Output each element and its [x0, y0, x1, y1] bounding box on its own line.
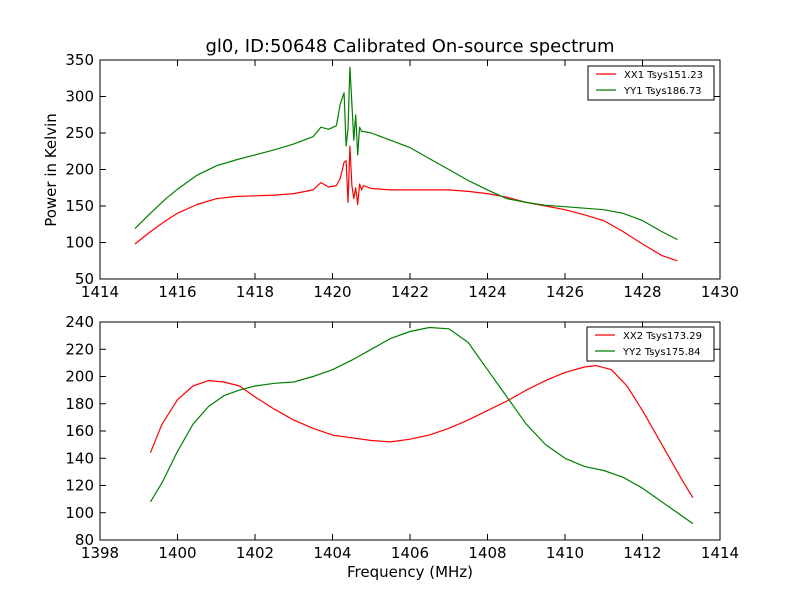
bottom-legend-label-2: YY2 Tsys175.84 — [622, 347, 701, 358]
bottom-x-tick-label: 1410 — [546, 544, 584, 562]
bottom-x-tick-label: 1402 — [236, 544, 274, 562]
top-series-line-1 — [134, 145, 678, 262]
bottom-y-tick-label: 180 — [65, 395, 94, 413]
top-legend-label-1: XX1 Tsys151.23 — [624, 70, 703, 81]
bottom-y-tick-label: 100 — [65, 504, 94, 522]
top-x-tick-label: 1426 — [546, 283, 584, 301]
bottom-y-tick-label: 80 — [75, 531, 94, 549]
bottom-y-tick-label: 120 — [65, 477, 94, 495]
top-x-tick-label: 1428 — [623, 283, 661, 301]
bottom-x-tick-label: 1398 — [81, 544, 119, 562]
bottom-y-tick-label: 200 — [65, 368, 94, 386]
bottom-x-tick-label: 1408 — [468, 544, 506, 562]
top-x-tick-label: 1414 — [81, 283, 119, 301]
top-y-tick-label: 150 — [65, 197, 94, 215]
top-legend-box — [587, 65, 715, 101]
top-x-tick-label: 1416 — [158, 283, 196, 301]
bottom-legend-label-1: XX2 Tsys173.29 — [623, 331, 702, 342]
bottom-x-tick-label: 1414 — [701, 544, 739, 562]
top-x-tick-label: 1420 — [313, 283, 351, 301]
bottom-y-tick-label: 160 — [65, 422, 94, 440]
bottom-y-tick-label: 240 — [65, 313, 94, 331]
top-y-tick-label: 50 — [75, 270, 94, 288]
bottom-x-tick-label: 1400 — [158, 544, 196, 562]
bottom-y-tick-label: 220 — [65, 340, 94, 358]
top-x-tick-label: 1418 — [236, 283, 274, 301]
top-y-tick-label: 300 — [65, 88, 94, 106]
top-legend: XX1 Tsys151.23 YY1 Tsys186.73 — [587, 65, 715, 101]
top-plot: 1414 1416 1418 1420 1422 1424 1426 1428 1430 50 10… — [65, 51, 739, 301]
top-x-tick-label: 1430 — [701, 283, 739, 301]
top-y-tick-label: 100 — [65, 234, 94, 252]
bottom-series-line-1 — [149, 365, 694, 499]
top-legend-label-2: YY1 Tsys186.73 — [623, 86, 702, 97]
top-series-group — [134, 66, 678, 262]
bottom-x-tick-label: 1406 — [391, 544, 429, 562]
top-y-tick-label: 350 — [65, 51, 94, 69]
bottom-x-axis-label: Frequency (MHz) — [347, 563, 473, 581]
bottom-series-group — [149, 326, 694, 525]
bottom-y-tick-label: 140 — [65, 449, 94, 467]
top-series-line-2 — [134, 66, 678, 241]
chart-title: gl0, ID:50648 Calibrated On-source spect… — [205, 36, 614, 57]
bottom-x-tick-label: 1404 — [313, 544, 351, 562]
bottom-legend-box — [586, 326, 715, 362]
top-y-tick-label: 250 — [65, 124, 94, 142]
top-x-tick-label: 1424 — [468, 283, 506, 301]
top-ticks: 1414 1416 1418 1420 1422 1424 1426 1428 1430 50 10… — [65, 51, 739, 301]
top-x-tick-label: 1422 — [391, 283, 429, 301]
bottom-legend: XX2 Tsys173.29 YY2 Tsys175.84 — [586, 326, 715, 362]
bottom-series-line-2 — [149, 326, 694, 525]
top-y-tick-label: 200 — [65, 161, 94, 179]
top-y-axis-label: Power in Kelvin — [42, 113, 60, 227]
bottom-plot: 1398 1400 1402 1404 1406 1408 1410 1412 1414 80 10… — [65, 313, 739, 562]
bottom-x-tick-label: 1412 — [623, 544, 661, 562]
bottom-ticks: 1398 1400 1402 1404 1406 1408 1410 1412 1414 80 10… — [65, 313, 739, 562]
